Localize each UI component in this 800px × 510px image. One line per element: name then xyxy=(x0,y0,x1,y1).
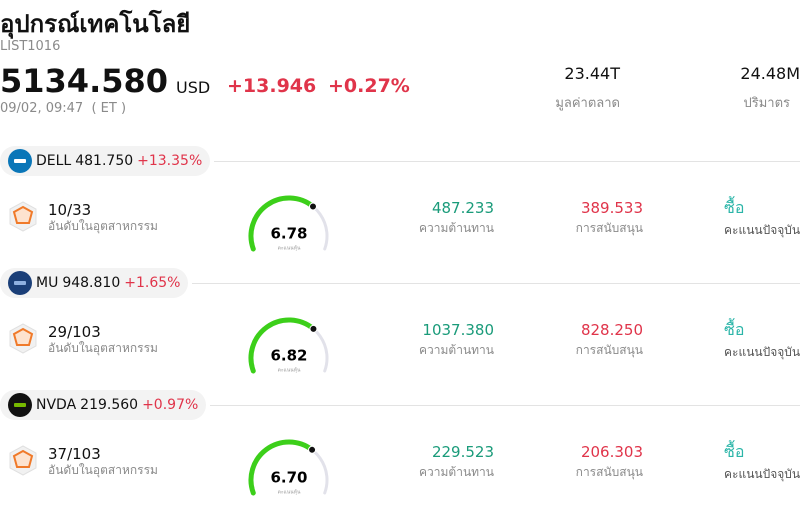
separator xyxy=(210,405,800,406)
stock-pill[interactable]: NVDA 219.560 +0.97% xyxy=(0,390,207,420)
signal-label: คะแนนปัจจุบัน xyxy=(724,345,800,359)
icon-star xyxy=(12,327,34,346)
score: 6.70 xyxy=(270,469,307,487)
separator xyxy=(192,283,800,284)
gauge-fill xyxy=(248,195,316,252)
ticker: MU xyxy=(36,275,59,291)
stock-change: +13.35% xyxy=(137,153,203,169)
separator xyxy=(214,161,800,162)
stock-price: 481.750 xyxy=(75,153,134,169)
support: 828.250 xyxy=(580,321,643,339)
volume-label: ปริมาตร xyxy=(743,96,790,111)
stock-change: +0.97% xyxy=(142,397,199,413)
page: {"header": {"title": "อุปกรณ์เทคโนโลยี",… xyxy=(0,10,800,496)
change-pct: +0.27% xyxy=(328,75,410,97)
score: 6.78 xyxy=(270,225,307,243)
signal[interactable]: ซื้อ xyxy=(724,198,745,217)
resistance: 229.523 xyxy=(431,443,494,461)
gauge-dot xyxy=(309,324,318,333)
rank-icon xyxy=(9,323,37,354)
gauge-fill xyxy=(248,439,315,496)
rank: 10/33 xyxy=(48,201,92,219)
logo-mark xyxy=(14,403,26,407)
support: 206.303 xyxy=(580,443,643,461)
score-label: คะแนนหุ้น xyxy=(278,367,301,374)
stock-logo xyxy=(8,271,32,295)
icon-star xyxy=(12,449,34,468)
ticker: NVDA xyxy=(36,397,77,413)
score-label: คะแนนหุ้น xyxy=(278,245,301,252)
gauge-dot xyxy=(308,202,317,211)
code: LIST1016 xyxy=(0,39,61,54)
resistance-label: ความต้านทาน xyxy=(419,343,494,357)
stock-logo xyxy=(8,149,32,173)
score-gauge: 6.82 คะแนนหุ้น xyxy=(248,317,329,374)
support: 389.533 xyxy=(580,199,643,217)
title: อุปกรณ์เทคโนโลยี xyxy=(0,10,191,38)
price: 5134.580 xyxy=(0,62,169,100)
stock-price: 948.810 xyxy=(62,275,121,291)
volume: 24.48M xyxy=(740,64,800,83)
support-label: การสนับสนุน xyxy=(575,221,643,235)
rank-icon xyxy=(9,445,37,476)
gauge-fill xyxy=(248,317,316,374)
time: 09/02, 09:47 ( ET ) xyxy=(0,101,127,116)
logo-mark xyxy=(14,159,26,163)
support-label: การสนับสนุน xyxy=(575,343,643,357)
resistance-label: ความต้านทาน xyxy=(419,465,494,479)
stock-change: +1.65% xyxy=(124,275,181,291)
rank-label: อันดับในอุตสาหกรรม xyxy=(48,341,158,355)
resistance: 487.233 xyxy=(431,199,494,217)
ticker: DELL xyxy=(36,153,72,169)
stock-pill[interactable]: MU 948.810 +1.65% xyxy=(0,268,189,298)
icon-star xyxy=(12,205,34,224)
score: 6.82 xyxy=(270,347,307,365)
resistance-label: ความต้านทาน xyxy=(419,221,494,235)
support-label: การสนับสนุน xyxy=(575,465,643,479)
rank: 29/103 xyxy=(48,323,101,341)
signal-label: คะแนนปัจจุบัน xyxy=(724,467,800,481)
currency: USD xyxy=(176,78,211,97)
signal[interactable]: ซื้อ xyxy=(724,442,745,461)
score-gauge: 6.70 คะแนนหุ้น xyxy=(248,439,329,496)
change: +13.946 xyxy=(227,75,317,97)
score-gauge: 6.78 คะแนนหุ้น xyxy=(248,195,329,252)
stock-pill[interactable]: DELL 481.750 +13.35% xyxy=(0,146,211,176)
rank-label: อันดับในอุตสาหกรรม xyxy=(48,463,158,477)
resistance: 1037.380 xyxy=(422,321,494,339)
signal-label: คะแนนปัจจุบัน xyxy=(724,223,800,237)
score-label: คะแนนหุ้น xyxy=(278,489,301,496)
stock-logo xyxy=(8,393,32,417)
market-cap: 23.44T xyxy=(564,64,620,83)
rank-label: อันดับในอุตสาหกรรม xyxy=(48,219,158,233)
rank: 37/103 xyxy=(48,445,101,463)
gauge-dot xyxy=(308,445,317,454)
logo-mark xyxy=(14,281,26,285)
market-cap-label: มูลค่าตลาด xyxy=(555,96,620,111)
rank-icon xyxy=(9,201,37,232)
stock-price: 219.560 xyxy=(80,397,139,413)
signal[interactable]: ซื้อ xyxy=(724,320,745,339)
